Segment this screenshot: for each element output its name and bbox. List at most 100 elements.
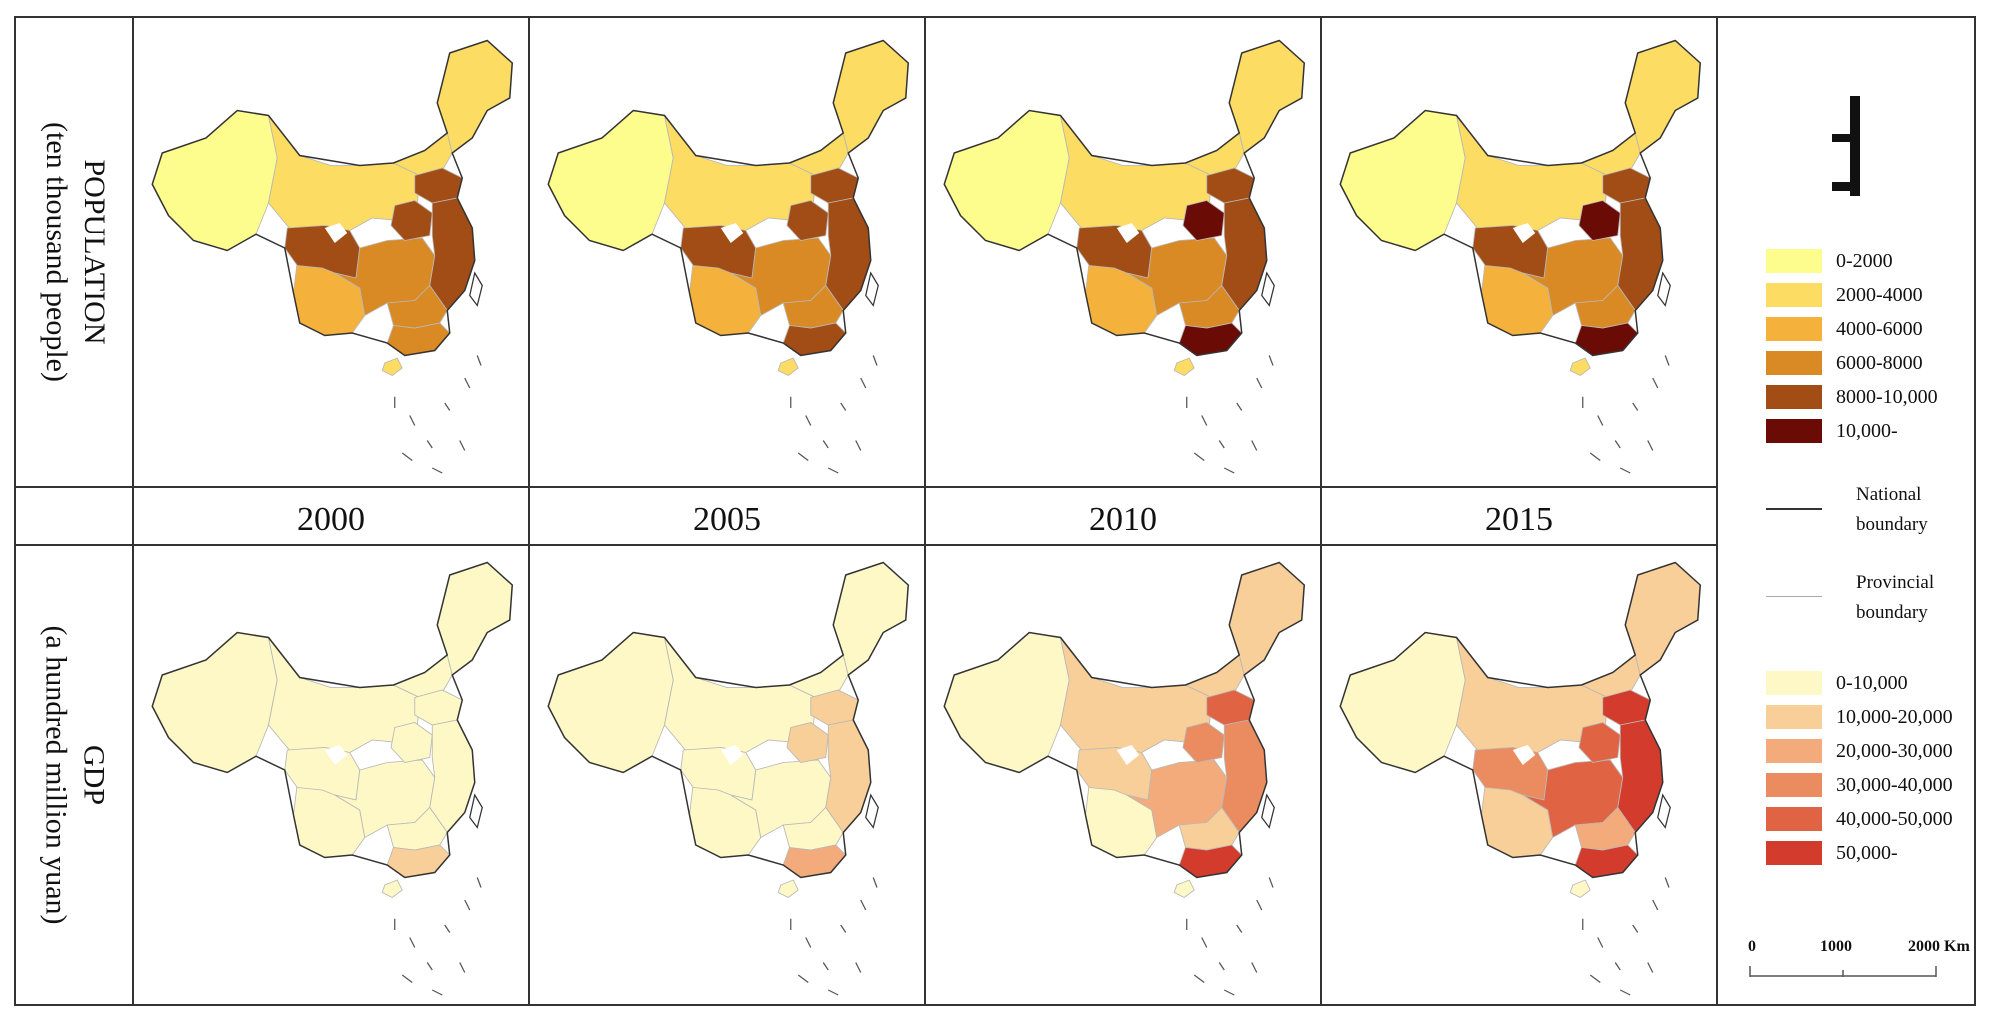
scale-tick-2000: 2000 Km [1908,938,1970,955]
maritime-boundary-dash [827,989,839,996]
island [865,271,879,307]
national-boundary-label-2: boundary [1856,514,1928,535]
maritime-boundary-dash [860,899,867,911]
region-hainan [381,879,403,899]
maritime-boundary-dash [409,415,416,426]
population-legend-item: 4000-6000 [1766,316,1923,342]
region-east [825,197,872,312]
population-legend-swatch [1766,385,1822,409]
region-guangdong [1178,322,1243,356]
gdp-legend-item: 30,000-40,000 [1766,772,1953,798]
region-east [429,719,476,834]
national-boundary [943,561,1306,879]
unshaded-area [1512,745,1536,765]
maritime-boundary-dash [1652,377,1659,389]
provincial-boundary-label: Provincial [1856,572,1935,593]
region-west [1339,110,1466,251]
region-east [1617,719,1664,834]
maritime-boundary-dash [464,377,471,389]
gdp-title: GDP [78,744,111,805]
population-legend-swatch [1766,351,1822,375]
region-hainan [777,357,799,377]
national-boundary-legend: National boundary [1766,480,1966,540]
gdp-legend-label: 30,000-40,000 [1836,773,1953,796]
unshaded-area [720,223,744,243]
island [469,793,483,829]
region-henan [1182,722,1225,763]
maritime-boundary-dash [1251,962,1258,973]
national-boundary [151,561,514,879]
figure-frame: POPULATION (ten thousand people) GDP (a … [14,16,1976,1006]
population-legend-label: 2000-4000 [1836,283,1923,306]
row-label-gdp: GDP (a hundred million yuan) [16,546,134,1004]
national-boundary-label: National [1856,484,1922,505]
region-hainan [1173,879,1195,899]
maritime-boundary-dash [1256,899,1263,911]
maritime-boundary-dash [1236,924,1243,933]
population-legend-item: 2000-4000 [1766,282,1923,308]
gdp-choropleth [943,561,1306,996]
region-henan [390,200,433,241]
region-east [1221,719,1268,834]
region-hainan [1173,357,1195,377]
maritime-boundary-dash [1647,440,1654,451]
maritime-boundary-dash [476,355,482,366]
population-legend-item: 6000-8000 [1766,350,1923,376]
maritime-boundary-dash [1619,467,1631,474]
island [865,793,879,829]
gdp-legend-swatch [1766,739,1822,763]
national-boundary [1339,561,1702,879]
grid-line [528,18,530,1004]
grid-line [132,18,134,1004]
gdp-legend-item: 40,000-50,000 [1766,806,1953,832]
gdp-legend-item: 10,000-20,000 [1766,704,1953,730]
gdp-map-2015 [1322,550,1716,1000]
unshaded-area [1512,223,1536,243]
island [1657,793,1671,829]
population-legend-item: 0-2000 [1766,248,1893,274]
unshaded-area [1116,745,1140,765]
unshaded-area [1116,223,1140,243]
provincial-boundary-swatch [1766,596,1822,597]
maritime-boundary-dash [1632,924,1639,933]
population-legend-swatch [1766,317,1822,341]
provincial-boundary-legend: Provincial boundary [1766,568,1966,628]
gdp-legend-label: 20,000-30,000 [1836,739,1953,762]
gdp-legend-swatch [1766,807,1822,831]
region-guangdong [1178,844,1243,878]
region-west [1339,632,1466,773]
gdp-legend-swatch [1766,773,1822,797]
maritime-boundary-dash [872,355,878,366]
year-label-2000: 2000 [297,501,365,538]
maritime-boundary-dash [855,440,862,451]
maritime-boundary-dash [1223,989,1235,996]
maritime-boundary-dash [1614,440,1621,449]
region-shandong [414,167,463,204]
gdp-map-2010 [926,550,1320,1000]
maritime-boundary-dash [797,974,809,983]
region-shandong [414,689,463,726]
maritime-boundary-dash [476,877,482,888]
maritime-boundary-dash [1619,989,1631,996]
grid-line [16,544,1718,546]
maritime-boundary-dash [1652,899,1659,911]
maritime-boundary-dash [872,877,878,888]
maritime-boundary-dash [860,377,867,389]
population-title: POPULATION [78,159,112,345]
national-boundary [943,39,1306,357]
region-west [547,110,674,251]
unshaded-area [324,223,348,243]
maritime-boundary-dash [1589,974,1601,983]
gdp-legend-item: 0-10,000 [1766,670,1908,696]
gdp-unit: (a hundred million yuan) [40,625,73,925]
national-boundary [547,39,910,357]
population-unit: (ten thousand people) [40,122,74,382]
region-henan [390,722,433,763]
gdp-map-2005 [530,550,924,1000]
unshaded-area [324,745,348,765]
population-legend-label: 4000-6000 [1836,317,1923,340]
region-guangdong [1574,844,1639,878]
gdp-legend-swatch [1766,671,1822,695]
maritime-boundary-dash [401,452,413,461]
maritime-boundary-dash [444,924,451,933]
